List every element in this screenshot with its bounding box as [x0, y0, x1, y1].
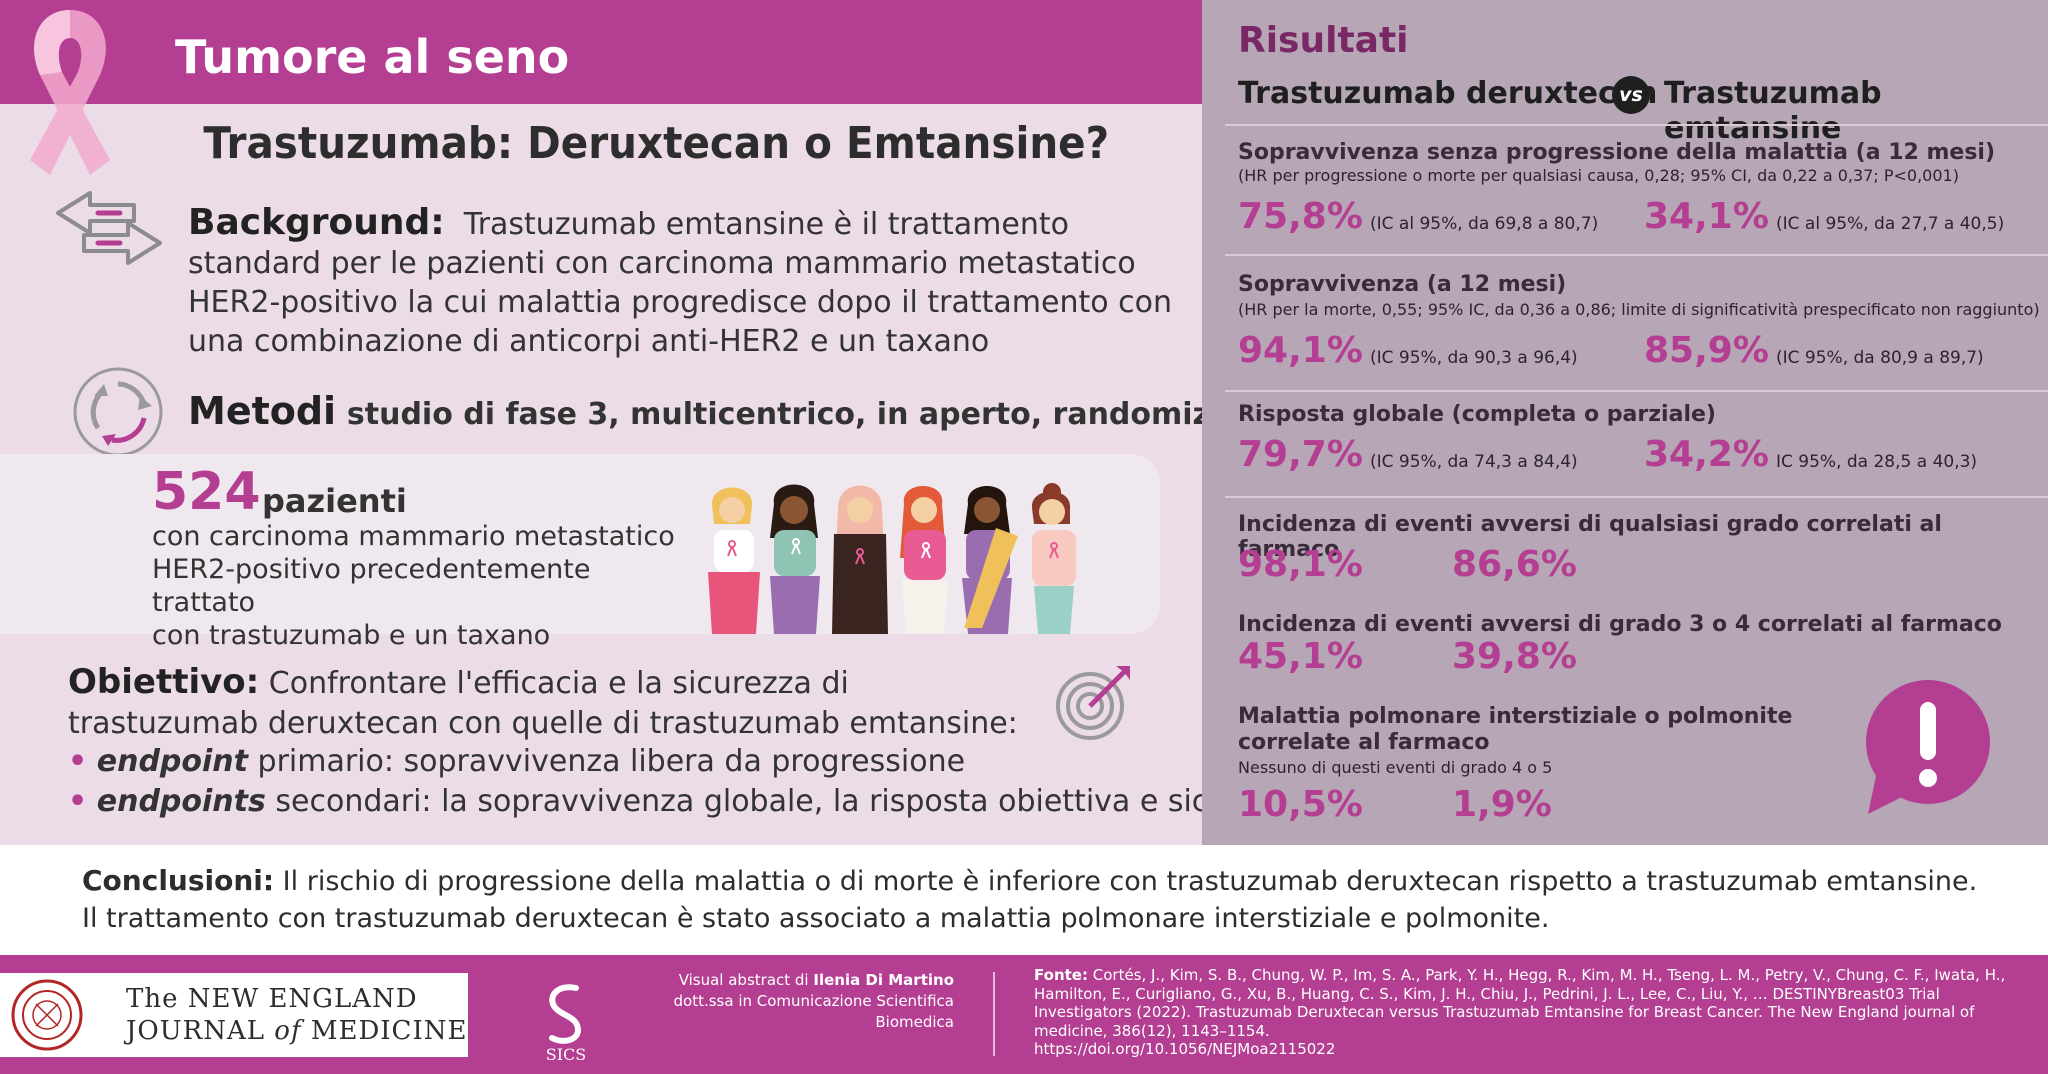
nejm-line1: The NEW ENGLAND	[126, 984, 418, 1014]
cycle-arrows-icon	[73, 367, 163, 457]
ae-g34-title: Incidenza di eventi avversi di grado 3 o…	[1238, 612, 2002, 637]
endpoint-text: primario: sopravvivenza libera da progre…	[257, 744, 966, 779]
background-label: Background:	[188, 202, 445, 243]
pfs-value-a: 75,8%	[1238, 196, 1363, 237]
conclusion-band	[0, 845, 2048, 955]
pfs-ci-a: (IC al 95%, da 69,8 a 80,7)	[1370, 214, 1599, 234]
ae-any-value-b: 86,6%	[1452, 544, 1577, 585]
patients-count: 524	[152, 462, 261, 522]
footer-divider	[993, 972, 995, 1056]
conclusion-section: Conclusioni: Il rischio di progressione …	[82, 862, 2042, 937]
ild-note: Nessuno di questi eventi di grado 4 o 5	[1238, 758, 1553, 777]
pfs-note: (HR per progressione o morte per qualsia…	[1238, 166, 1959, 185]
ild-value-a: 10,5%	[1238, 784, 1363, 825]
methods-label: Metodi	[188, 389, 337, 433]
ild-title-line1: Malattia polmonare interstiziale o polmo…	[1238, 704, 1793, 729]
patients-description: con carcinoma mammario metastatico HER2-…	[152, 520, 692, 652]
endpoint-text: secondari: la sopravvivenza globale, la …	[275, 784, 1308, 819]
source-doi-link[interactable]: https://doi.org/10.1056/NEJMoa2115022	[1034, 1040, 1336, 1058]
sics-logo: SICS	[546, 984, 586, 1062]
pfs-title: Sopravvivenza senza progressione della m…	[1238, 140, 1996, 165]
os-title: Sopravvivenza (a 12 mesi)	[1238, 272, 1567, 297]
patients-desc-line: HER2-positivo precedentemente trattato	[152, 554, 591, 618]
ae-any-title: Incidenza di eventi avversi di qualsiasi…	[1238, 512, 1942, 562]
objective-label: Obiettivo:	[68, 662, 260, 702]
ild-title-line2: correlate al farmaco	[1238, 730, 1490, 755]
orr-value-b: 34,2%	[1644, 434, 1769, 475]
conclusion-line2: Il trattamento con trastuzumab deruxteca…	[82, 903, 1550, 934]
credit-role: dott.ssa in Comunicazione Scientifica Bi…	[673, 992, 954, 1031]
endpoint-term: endpoint	[96, 744, 248, 779]
pfs-ci-b: (IC al 95%, da 27,7 a 40,5)	[1776, 214, 2005, 234]
source-label: Fonte:	[1034, 966, 1088, 984]
conclusion-line1: Il rischio di progressione della malatti…	[282, 866, 1978, 897]
background-text: Trastuzumab emtansine è il trattamento s…	[188, 207, 1172, 359]
ae-g34-value-a: 45,1%	[1238, 636, 1363, 677]
target-arrow-icon	[1056, 666, 1130, 740]
nejm-logo-box	[0, 973, 468, 1057]
list-item: • endpoints secondari: la sopravvivenza …	[68, 784, 1308, 819]
patients-label: pazienti	[262, 482, 407, 520]
women-group-illustration	[708, 483, 1076, 634]
os-ci-b: (IC 95%, da 80,9 a 89,7)	[1776, 348, 1984, 368]
divider	[1225, 254, 2048, 256]
left-panel	[0, 0, 1202, 845]
os-note: (HR per la morte, 0,55; 95% IC, da 0,36 …	[1238, 300, 2040, 319]
divider	[1225, 496, 2048, 498]
orr-ci-a: (IC 95%, da 74,3 a 84,4)	[1370, 452, 1578, 472]
nejm-seal-icon	[11, 979, 83, 1051]
drug-a-label: Trastuzumab deruxtecan	[1238, 76, 1658, 111]
divider	[1225, 124, 2048, 126]
patients-desc-line: con carcinoma mammario metastatico	[152, 521, 675, 552]
arrows-exchange-icon	[56, 191, 162, 265]
conclusion-label: Conclusioni:	[82, 864, 275, 897]
credit-author: Ilenia Di Martino	[813, 971, 954, 989]
title-bar	[0, 0, 1202, 104]
endpoint-term: endpoints	[96, 784, 266, 819]
methods-section: Metodi studio di fase 3, multicentrico, …	[188, 389, 1283, 433]
orr-value-a: 79,7%	[1238, 434, 1363, 475]
page-title: Tumore al seno	[175, 30, 570, 84]
os-value-a: 94,1%	[1238, 330, 1363, 371]
page-subtitle: Trastuzumab: Deruxtecan o Emtansine?	[203, 118, 1110, 169]
ae-any-value-a: 98,1%	[1238, 544, 1363, 585]
orr-ci-b: IC 95%, da 28,5 a 40,3)	[1776, 452, 1978, 472]
nejm-line2: JOURNAL of MEDICINE	[126, 1016, 468, 1046]
credit-block: Visual abstract di Ilenia Di Martino dot…	[610, 970, 954, 1033]
methods-text: studio di fase 3, multicentrico, in aper…	[346, 397, 1283, 432]
exclamation-alert-icon	[1866, 680, 1990, 814]
results-title: Risultati	[1238, 20, 1409, 61]
os-ci-a: (IC 95%, da 90,3 a 96,4)	[1370, 348, 1578, 368]
objective-endpoints-list: • endpoint primario: sopravvivenza liber…	[68, 742, 1307, 822]
source-text: Cortés, J., Kim, S. B., Chung, W. P., Im…	[1034, 966, 2006, 1040]
pfs-value-b: 34,1%	[1644, 196, 1769, 237]
ae-g34-value-b: 39,8%	[1452, 636, 1577, 677]
sics-logo-text: SICS	[546, 1045, 586, 1062]
orr-title: Risposta globale (completa o parziale)	[1238, 402, 1716, 427]
ild-value-b: 1,9%	[1452, 784, 1552, 825]
divider	[1225, 390, 2048, 392]
objective-section: Obiettivo: Confrontare l'efficacia e la …	[68, 662, 1028, 744]
pink-ribbon-icon	[30, 10, 110, 175]
background-section: Background: Trastuzumab emtansine è il t…	[188, 203, 1188, 361]
drug-b-label: Trastuzumab emtansine	[1664, 76, 1882, 146]
list-item: • endpoint primario: sopravvivenza liber…	[68, 744, 966, 779]
source-citation: Fonte: Cortés, J., Kim, S. B., Chung, W.…	[1034, 966, 2034, 1059]
patients-desc-line: con trastuzumab e un taxano	[152, 620, 551, 651]
objective-text: Confrontare l'efficacia e la sicurezza d…	[68, 666, 1018, 741]
vs-badge: vs	[1612, 76, 1650, 114]
os-value-b: 85,9%	[1644, 330, 1769, 371]
